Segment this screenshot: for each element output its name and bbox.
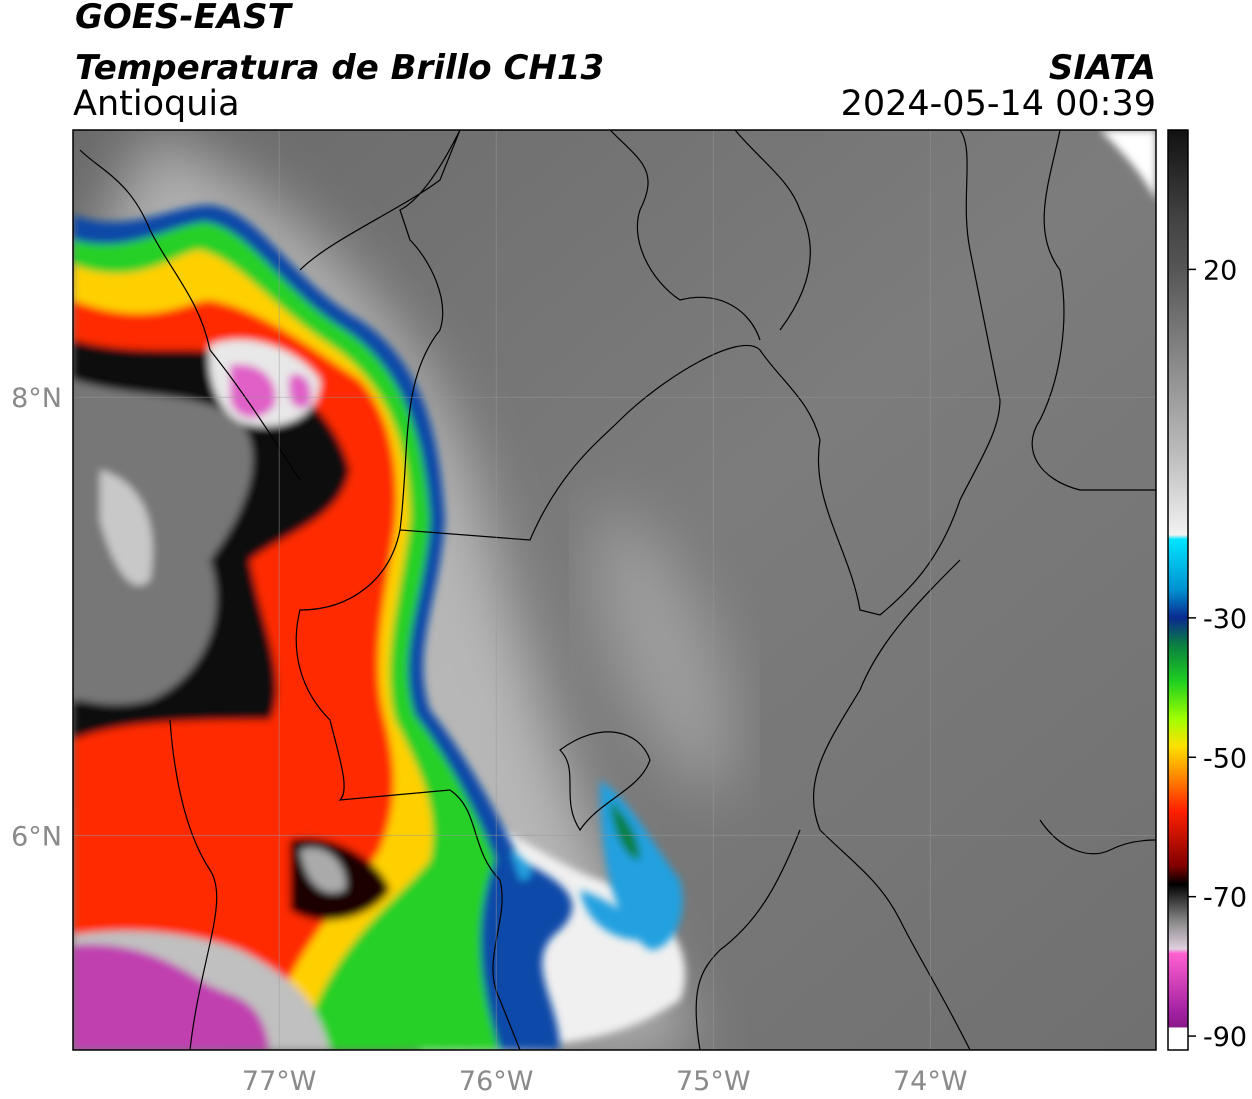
- graticule: [73, 130, 1156, 1050]
- colorbar-tick-label: 20: [1203, 255, 1237, 286]
- title: GOES-EAST: [75, 0, 294, 37]
- lon-tick-label: 74°W: [893, 1066, 968, 1097]
- boundaries: [79, 130, 1156, 1050]
- cloud: [1100, 130, 1156, 200]
- lat-tick-label: 8°N: [11, 383, 62, 414]
- colorbar-tick-label: -70: [1203, 883, 1247, 914]
- subtitle: Temperatura de Brillo CH13: [75, 48, 604, 88]
- colorbar-tick-label: -30: [1203, 604, 1247, 635]
- cloud-haze: [596, 500, 733, 800]
- lon-tick-label: 75°W: [676, 1066, 751, 1097]
- lat-tick-label: 6°N: [11, 821, 62, 852]
- datetime: 2024-05-14 00:39: [841, 84, 1156, 124]
- colorbar: [1167, 129, 1189, 1051]
- lon-tick-label: 76°W: [459, 1066, 534, 1097]
- satellite-image: [73, 130, 1156, 1050]
- colorbar-tick-label: -90: [1203, 1022, 1247, 1053]
- colorbar-tick-label: -50: [1203, 743, 1247, 774]
- lon-tick-label: 77°W: [242, 1066, 317, 1097]
- region: Antioquia: [73, 84, 240, 124]
- map-frame: [72, 129, 1157, 1051]
- storm: [73, 205, 683, 1050]
- source: SIATA: [1049, 48, 1156, 88]
